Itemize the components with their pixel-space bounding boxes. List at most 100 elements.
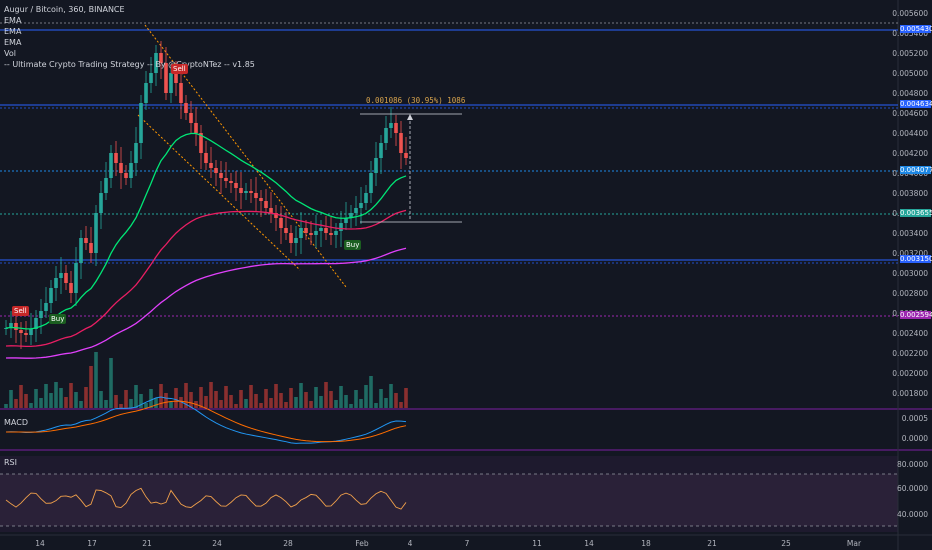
price-tick-label: 0.003800 xyxy=(892,189,928,198)
symbol-title[interactable]: Augur / Bitcoin, 360, BINANCE xyxy=(4,5,125,14)
volume-bar xyxy=(104,400,108,408)
volume-bar xyxy=(119,404,123,408)
candle-body xyxy=(14,323,18,330)
volume-bar xyxy=(249,385,253,408)
candle-body xyxy=(19,330,23,333)
indicator-ema-2[interactable]: EMA xyxy=(4,27,22,36)
volume-bar xyxy=(294,397,298,408)
candle-body xyxy=(399,133,403,153)
volume-bar xyxy=(244,399,248,408)
indicator-ema-1[interactable]: EMA xyxy=(4,16,22,25)
volume-bar xyxy=(24,394,28,408)
rsi-title[interactable]: RSI xyxy=(4,458,17,467)
time-tick-label: 4 xyxy=(407,539,413,548)
candle-body xyxy=(254,193,258,198)
price-tick-label: 0.003200 xyxy=(892,249,928,258)
candle-body xyxy=(369,173,373,193)
volume-bar xyxy=(234,404,238,408)
candle-body xyxy=(24,333,28,335)
volume-bar xyxy=(19,385,23,408)
volume-bar xyxy=(4,404,8,408)
candle-body xyxy=(374,158,378,173)
volume-bar xyxy=(164,393,168,408)
candle-body xyxy=(314,231,318,235)
candle-body xyxy=(149,73,153,83)
volume-bar xyxy=(124,390,128,408)
candle-body xyxy=(389,123,393,128)
volume-bar xyxy=(169,402,173,408)
rsi-tick-label: 80.0000 xyxy=(896,460,928,469)
volume-bar xyxy=(354,390,358,408)
macd-line xyxy=(5,396,407,444)
candle-body xyxy=(209,163,213,168)
volume-bar xyxy=(399,402,403,408)
macd-signal-line xyxy=(5,400,407,443)
candle-body xyxy=(259,198,263,201)
candle-body xyxy=(274,213,278,218)
time-tick-label: 14 xyxy=(35,539,45,548)
price-tick-label: 0.004600 xyxy=(892,109,928,118)
candle-body xyxy=(4,328,8,329)
candle-body xyxy=(119,163,123,173)
candle-body xyxy=(154,53,158,73)
candle-body xyxy=(59,273,63,278)
price-tick-label: 0.005400 xyxy=(892,29,928,38)
candle-body xyxy=(184,103,188,113)
volume-bar xyxy=(94,352,98,408)
price-tick-label: 0.002200 xyxy=(892,349,928,358)
volume-bar xyxy=(254,394,258,408)
buy-signal-2: Buy xyxy=(344,240,362,250)
candle-body xyxy=(309,233,313,235)
price-level-label: 0.003150 xyxy=(900,255,932,263)
price-tick-label: 0.002800 xyxy=(892,289,928,298)
candle-body xyxy=(394,123,398,133)
candle-body xyxy=(94,213,98,253)
candle-body xyxy=(204,153,208,163)
volume-bar xyxy=(114,395,118,408)
candle-body xyxy=(29,329,33,335)
indicator-strategy[interactable]: -- Ultimate Crypto Trading Strategy -- B… xyxy=(4,60,255,69)
candle-body xyxy=(194,123,198,133)
rsi-line xyxy=(5,487,407,510)
time-tick-label: 11 xyxy=(532,539,542,548)
volume-bar xyxy=(44,384,48,408)
candle-body xyxy=(319,228,323,231)
candle-body xyxy=(84,238,88,243)
candle-body xyxy=(339,223,343,231)
rsi-tick-label: 60.0000 xyxy=(896,484,928,493)
channel-line-upper xyxy=(144,24,347,288)
rsi-band xyxy=(0,474,898,526)
volume-bar xyxy=(189,392,193,408)
indicator-volume[interactable]: Vol xyxy=(4,49,16,58)
sell-signal-1: Sell xyxy=(12,306,29,316)
candle-body xyxy=(404,153,408,158)
candle-body xyxy=(44,303,48,311)
macd-title[interactable]: MACD xyxy=(4,418,28,427)
candle-body xyxy=(279,218,283,228)
volume-bar xyxy=(319,396,323,408)
candle-body xyxy=(64,273,68,283)
volume-bar xyxy=(74,392,78,408)
indicator-ema-3[interactable]: EMA xyxy=(4,38,22,47)
candle-body xyxy=(99,193,103,213)
volume-bar xyxy=(304,392,308,408)
candle-body xyxy=(74,263,78,293)
volume-bar xyxy=(314,387,318,408)
candle-body xyxy=(69,283,73,293)
candle-body xyxy=(269,208,273,213)
volume-bar xyxy=(274,384,278,408)
candle-body xyxy=(189,113,193,123)
price-tick-label: 0.003400 xyxy=(892,229,928,238)
volume-bar xyxy=(149,389,153,408)
channel-line-lower xyxy=(137,114,301,271)
candle-body xyxy=(244,191,248,193)
candle-body xyxy=(234,183,238,188)
candle-body xyxy=(139,103,143,143)
volume-bar xyxy=(14,399,18,408)
measurement-label: 0.001086 (30.95%) 1086 xyxy=(366,96,466,105)
candle-body xyxy=(329,233,333,235)
price-level-label: 0.003655 xyxy=(900,209,932,217)
volume-bar xyxy=(309,401,313,408)
volume-bar xyxy=(79,401,83,408)
